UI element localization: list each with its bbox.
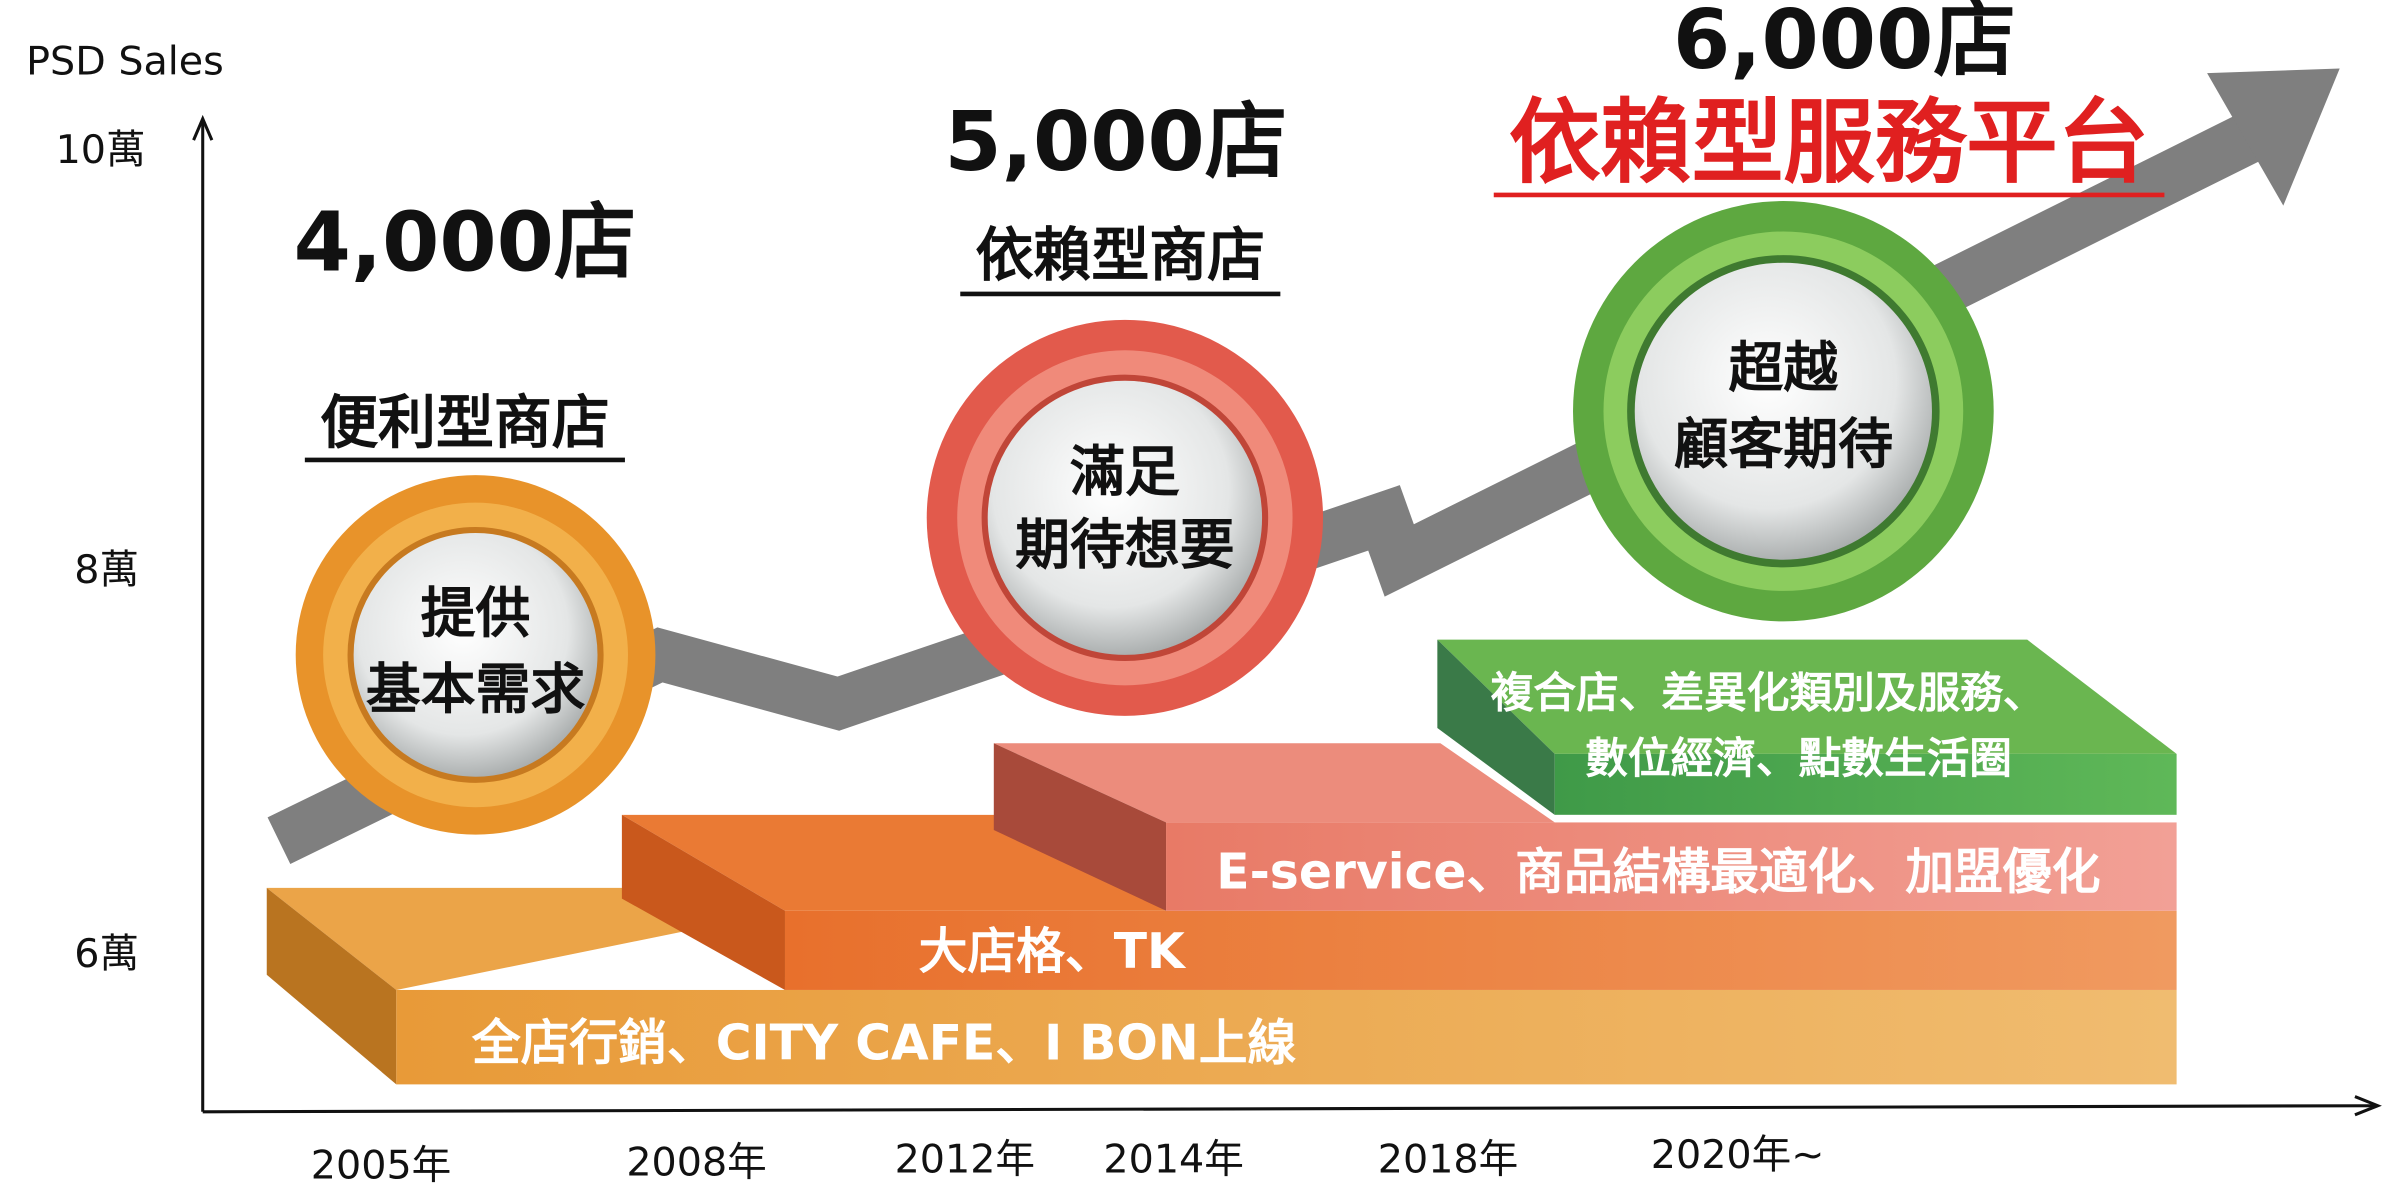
circle-text: 滿足: [1070, 439, 1180, 503]
x-tick: 2020年~: [1651, 1132, 1825, 1178]
circle-text: 期待想要: [1015, 512, 1234, 576]
store-type: 依賴型服務平台: [1509, 89, 2149, 196]
diagram: PSD Sales 10萬 8萬 6萬 2005年 2008年 2012年 20…: [0, 0, 2390, 1191]
store-count: 6,000店: [1673, 0, 2016, 88]
x-tick: 2008年: [626, 1140, 766, 1186]
bar-label: 全店行銷、CITY CAFE、I BON上線: [471, 1015, 1297, 1071]
circle-text: 顧客期待: [1674, 412, 1893, 476]
core: [351, 530, 601, 780]
y-tick: 8萬: [74, 547, 139, 593]
circle-text: 基本需求: [366, 657, 586, 721]
y-tick: 10萬: [56, 127, 146, 173]
store-type: 便利型商店: [320, 389, 609, 457]
x-axis: [203, 1106, 2375, 1112]
bar-label: E-service、商品結構最適化、加盟優化: [1216, 845, 2100, 901]
y-label: PSD Sales: [26, 38, 224, 84]
store-type: 依賴型商店: [976, 221, 1265, 289]
bar-label: 大店格、TK: [919, 924, 1187, 980]
x-tick: 2012年: [895, 1137, 1035, 1183]
y-tick: 6萬: [74, 931, 139, 977]
x-tick: 2014年: [1103, 1137, 1243, 1183]
page: PSD Sales 10萬 8萬 6萬 2005年 2008年 2012年 20…: [0, 0, 2390, 1191]
store-count: 5,000店: [944, 95, 1287, 190]
store-count: 4,000店: [294, 196, 637, 291]
x-tick: 2005年: [311, 1143, 451, 1189]
bar-label: 複合店、差異化類別及服務、: [1491, 669, 2046, 719]
bar-label: 數位經濟、點數生活圈: [1585, 734, 2012, 784]
circle-text: 超越: [1728, 336, 1838, 400]
circle-text: 提供: [421, 581, 531, 645]
circle-1: [296, 475, 656, 834]
x-tick: 2018年: [1378, 1137, 1518, 1183]
